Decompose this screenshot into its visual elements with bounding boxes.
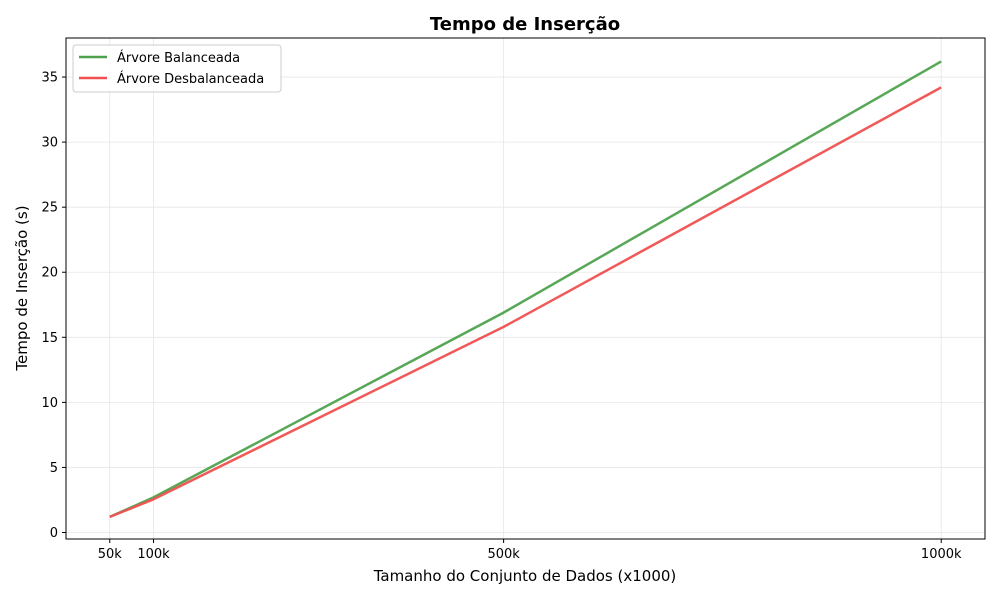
x-tick-label: 100k xyxy=(137,547,170,562)
legend-box xyxy=(72,44,282,93)
x-tick-label: 50k xyxy=(98,547,123,562)
legend-label-balanced: Árvore Balanceada xyxy=(117,50,240,66)
x-axis: 50k 100k 500k 1000k xyxy=(98,539,962,562)
series-layer xyxy=(109,60,942,519)
y-tick-label: 0 xyxy=(50,526,58,541)
y-tick-label: 20 xyxy=(41,266,58,281)
y-tick-label: 5 xyxy=(50,461,58,476)
y-tick-label: 35 xyxy=(41,71,58,86)
y-tick-label: 25 xyxy=(41,201,58,216)
x-axis-label: Tamanho do Conjunto de Dados (x1000) xyxy=(373,567,677,585)
y-axis: 0 5 10 15 20 25 30 35 xyxy=(41,71,66,541)
plot-frame xyxy=(65,37,986,540)
y-tick-label: 10 xyxy=(41,396,58,411)
x-tick-label: 1000k xyxy=(921,547,962,562)
legend: Árvore Balanceada Árvore Desbalanceada xyxy=(72,44,282,93)
y-tick-label: 15 xyxy=(41,331,58,346)
x-tick-label: 500k xyxy=(487,547,520,562)
y-tick-label: 30 xyxy=(41,136,58,151)
legend-label-unbalanced: Árvore Desbalanceada xyxy=(117,71,264,87)
y-axis-label: Tempo de Inserção (s) xyxy=(13,205,31,371)
chart-title: Tempo de Inserção xyxy=(430,14,620,35)
series-line-unbalanced xyxy=(109,86,942,519)
